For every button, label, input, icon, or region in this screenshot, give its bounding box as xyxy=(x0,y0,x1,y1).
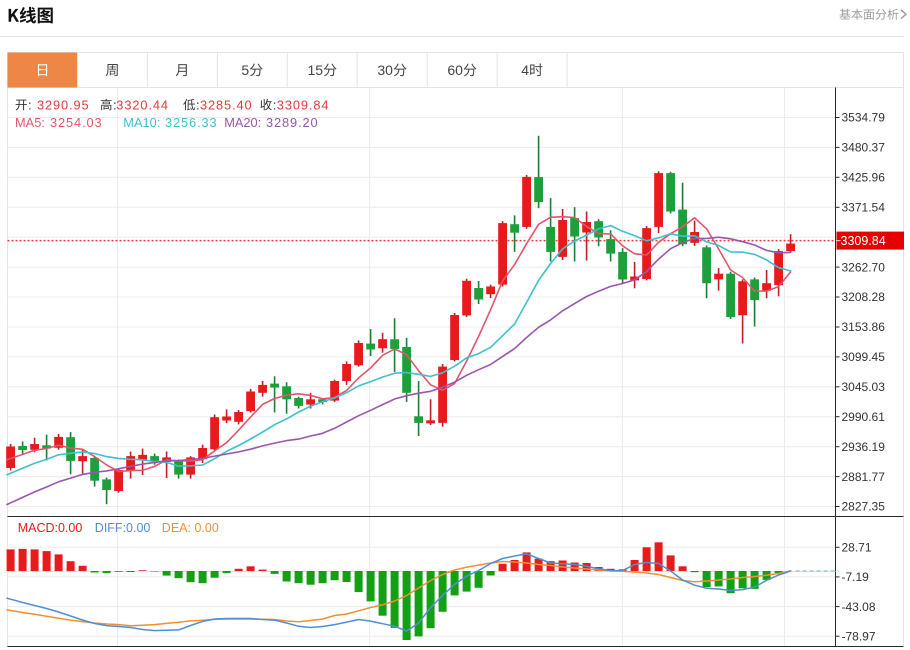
svg-text:MA20:: MA20: xyxy=(224,115,261,130)
svg-text::: : xyxy=(273,97,277,112)
svg-text:3285.40: 3285.40 xyxy=(200,97,253,112)
svg-text:3289.20: 3289.20 xyxy=(266,115,319,130)
svg-text:4: 4 xyxy=(521,62,529,78)
svg-text:28.71: 28.71 xyxy=(842,541,872,555)
svg-text:60: 60 xyxy=(447,62,463,78)
svg-text:3254.03: 3254.03 xyxy=(50,115,103,130)
svg-text::: : xyxy=(113,97,117,112)
svg-text:3290.95: 3290.95 xyxy=(37,97,90,112)
svg-text:3309.84: 3309.84 xyxy=(841,234,886,248)
svg-text:3480.37: 3480.37 xyxy=(842,141,886,155)
svg-text:3153.86: 3153.86 xyxy=(842,320,886,334)
svg-text:DIFF:0.00: DIFF:0.00 xyxy=(95,521,151,535)
svg-text:3045.03: 3045.03 xyxy=(842,380,886,394)
svg-text:3309.84: 3309.84 xyxy=(277,97,330,112)
svg-text:2827.35: 2827.35 xyxy=(842,500,886,514)
svg-text:-78.97: -78.97 xyxy=(842,629,876,643)
svg-text:3534.79: 3534.79 xyxy=(842,111,886,125)
svg-text::: : xyxy=(196,97,200,112)
svg-text:2881.77: 2881.77 xyxy=(842,470,886,484)
svg-text:3099.45: 3099.45 xyxy=(842,350,886,364)
svg-text:15: 15 xyxy=(308,62,324,78)
svg-text:5: 5 xyxy=(241,62,249,78)
svg-text:MA10:: MA10: xyxy=(123,115,160,130)
svg-text:-7.19: -7.19 xyxy=(842,570,870,584)
svg-text:2990.61: 2990.61 xyxy=(842,410,886,424)
svg-text:-43.08: -43.08 xyxy=(842,600,876,614)
svg-text:3425.96: 3425.96 xyxy=(842,171,886,185)
svg-text:3320.44: 3320.44 xyxy=(116,97,169,112)
svg-text:MACD:0.00: MACD:0.00 xyxy=(18,521,83,535)
svg-text:3256.33: 3256.33 xyxy=(165,115,218,130)
svg-text:MA5:: MA5: xyxy=(15,115,45,130)
svg-text:30: 30 xyxy=(377,62,393,78)
svg-text:3262.70: 3262.70 xyxy=(842,260,886,274)
svg-text:3208.28: 3208.28 xyxy=(842,290,886,304)
svg-text:DEA: 0.00: DEA: 0.00 xyxy=(162,521,219,535)
svg-text:3371.54: 3371.54 xyxy=(842,201,886,215)
svg-text::: : xyxy=(28,97,32,112)
svg-text:2936.19: 2936.19 xyxy=(842,440,886,454)
